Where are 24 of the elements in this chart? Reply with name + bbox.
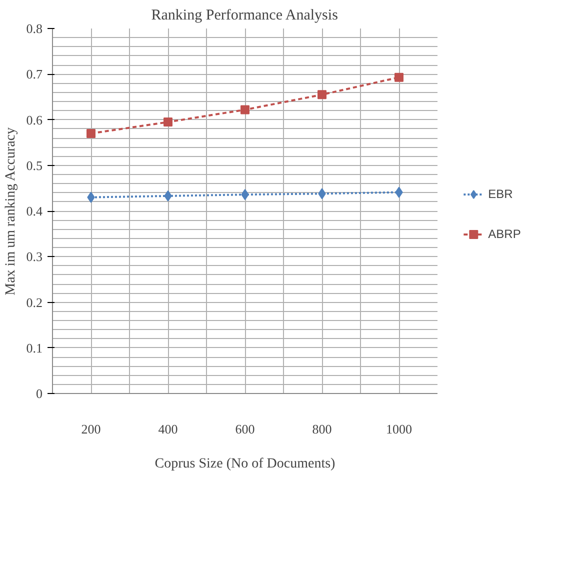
legend-label: ABRP — [488, 226, 521, 240]
y-tick-label: 0.1 — [26, 340, 42, 356]
point — [164, 118, 172, 127]
x-axis-title: Coprus Size (No of Documents) — [154, 456, 336, 472]
y-tick-label: 0.5 — [26, 158, 42, 173]
y-tick-label: 0.2 — [26, 294, 42, 310]
x-tick-label: 400 — [158, 422, 178, 436]
x-tick-label: 1000 — [386, 422, 412, 436]
y-tick-label: 0.4 — [26, 204, 43, 218]
y-tick-label: 0.3 — [26, 249, 42, 264]
y-tick-label: 0.8 — [26, 21, 42, 36]
x-tick-label: 600 — [235, 422, 255, 436]
x-tick-label: 800 — [312, 422, 332, 436]
point — [86, 128, 96, 138]
point — [240, 105, 250, 114]
legend-label: EBR — [488, 186, 513, 200]
y-axis-title: Max im um ranking Accuracy — [3, 127, 18, 296]
y-tick-label: 0.6 — [26, 112, 43, 128]
point — [394, 72, 404, 82]
x-tick-label: 200 — [81, 422, 101, 436]
y-tick-label: 0 — [36, 386, 42, 401]
chart-title: Ranking Performance Analysis — [151, 8, 338, 24]
point — [318, 90, 326, 100]
y-tick-label: 0.7 — [26, 66, 43, 82]
